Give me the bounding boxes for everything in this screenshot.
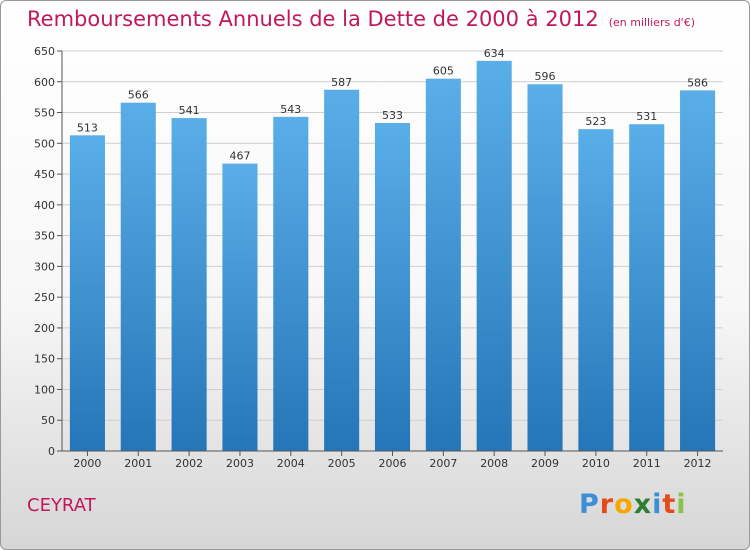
axes	[61, 51, 723, 452]
bar-2006	[374, 123, 411, 451]
value-label-2012: 586	[687, 76, 708, 89]
value-label-2004: 543	[280, 103, 301, 116]
logo-letter: i	[652, 489, 663, 520]
chart-title-text: Remboursements Annuels de la Dette de 20…	[27, 7, 599, 31]
y-tick-label: 50	[41, 414, 55, 427]
bar-2005	[324, 89, 360, 452]
value-label-2006: 533	[382, 109, 403, 122]
x-tick-label-2010: 2010	[582, 457, 610, 470]
logo-letter: i	[676, 489, 687, 520]
value-label-2002: 541	[179, 104, 200, 117]
x-tick-label-2000: 2000	[73, 457, 101, 470]
value-label-2005: 587	[331, 76, 352, 89]
y-tick-label: 150	[34, 353, 55, 366]
y-tick-label: 300	[34, 260, 55, 273]
logo-letter: P	[579, 489, 600, 520]
bar-2000	[69, 135, 105, 452]
logo-letter: t	[662, 489, 677, 520]
value-label-2007: 605	[433, 65, 454, 78]
bar-2009	[527, 84, 563, 451]
x-tick-label-2006: 2006	[379, 457, 407, 470]
x-tick-label-2003: 2003	[226, 457, 254, 470]
location-name: CEYRAT	[27, 495, 96, 516]
y-tick-label: 200	[34, 322, 55, 335]
bar-2007	[425, 78, 461, 451]
value-label-2003: 467	[229, 150, 250, 163]
x-tick-label-2009: 2009	[531, 457, 559, 470]
bar-2011	[629, 124, 665, 451]
bars: 513 566 541 467 543 587 533 605 634 596 523 531 586	[69, 47, 716, 452]
y-tick-label: 450	[34, 168, 55, 181]
x-tick-label-2012: 2012	[684, 457, 712, 470]
value-label-2000: 513	[77, 121, 98, 134]
y-tick-label: 500	[34, 137, 55, 150]
bar-2004	[273, 116, 309, 451]
x-axis-ticks: 2000 2001 2002 2003 2004 2005 2006 2007 2008 2009…	[73, 451, 712, 470]
y-tick-label: 100	[34, 383, 55, 396]
bar-2003	[222, 163, 258, 451]
logo-letter: r	[599, 489, 615, 520]
y-tick-label: 400	[34, 199, 55, 212]
logo-letter: o	[614, 489, 634, 520]
y-axis-ticks: 0 50 100 150 200 250 300 350 400 450 500 550 600 650	[34, 45, 62, 458]
chart-title: Remboursements Annuels de la Dette de 20…	[27, 7, 695, 31]
x-tick-label-2001: 2001	[124, 457, 152, 470]
value-label-2008: 634	[484, 47, 505, 60]
x-tick-label-2002: 2002	[175, 457, 203, 470]
y-tick-label: 250	[34, 291, 55, 304]
bar-2010	[578, 129, 614, 451]
x-tick-label-2004: 2004	[277, 457, 305, 470]
y-tick-label: 350	[34, 230, 55, 243]
value-label-2011: 531	[636, 110, 657, 123]
bar-2012	[680, 90, 716, 451]
value-label-2010: 523	[585, 115, 606, 128]
logo-letter: x	[633, 489, 653, 520]
value-label-2009: 596	[535, 70, 556, 83]
value-label-2001: 566	[128, 89, 149, 102]
bar-2001	[120, 102, 156, 451]
y-tick-label: 650	[34, 45, 55, 58]
bar-2008	[476, 60, 512, 451]
y-tick-label: 550	[34, 107, 55, 120]
proxiti-logo: Proxiti	[579, 489, 687, 520]
bar-2002	[171, 118, 207, 452]
chart-subtitle: (en milliers d'€)	[608, 16, 695, 29]
x-tick-label-2011: 2011	[633, 457, 661, 470]
x-tick-label-2007: 2007	[429, 457, 457, 470]
x-tick-label-2005: 2005	[328, 457, 356, 470]
y-tick-label: 0	[48, 445, 55, 458]
x-tick-label-2008: 2008	[480, 457, 508, 470]
y-tick-label: 600	[34, 76, 55, 89]
